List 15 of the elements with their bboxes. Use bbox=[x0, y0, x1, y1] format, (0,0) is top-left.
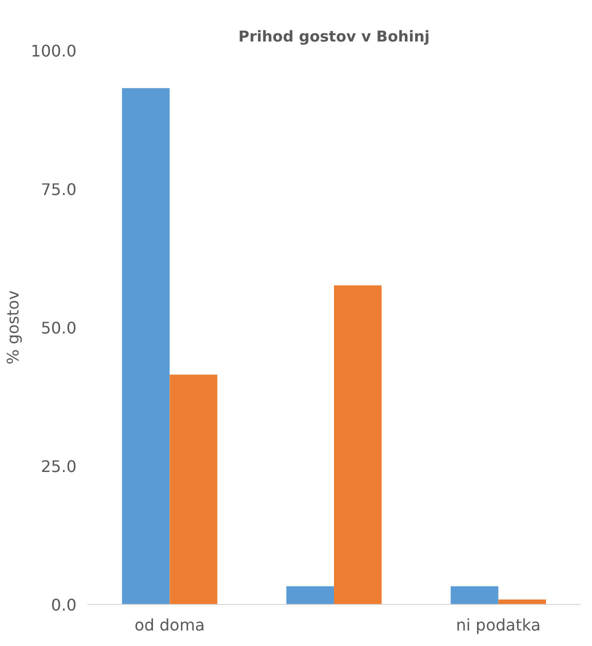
bar bbox=[170, 374, 218, 604]
y-tick-label: 0.0 bbox=[51, 596, 77, 614]
chart-title: Prihod gostov v Bohinj bbox=[238, 28, 430, 46]
x-tick-label: ni podatka bbox=[456, 616, 541, 634]
bar bbox=[498, 600, 546, 604]
y-tick-label: 100.0 bbox=[30, 42, 77, 60]
bar bbox=[122, 88, 170, 604]
bar bbox=[450, 586, 498, 604]
y-tick-label: 50.0 bbox=[40, 318, 76, 338]
y-tick-label: 75.0 bbox=[40, 180, 76, 199]
y-axis-title: % gostov bbox=[4, 290, 23, 365]
y-tick-label: 25.0 bbox=[40, 457, 76, 476]
bar bbox=[286, 586, 334, 604]
x-tick-label: od doma bbox=[134, 616, 205, 634]
bar bbox=[334, 285, 382, 604]
